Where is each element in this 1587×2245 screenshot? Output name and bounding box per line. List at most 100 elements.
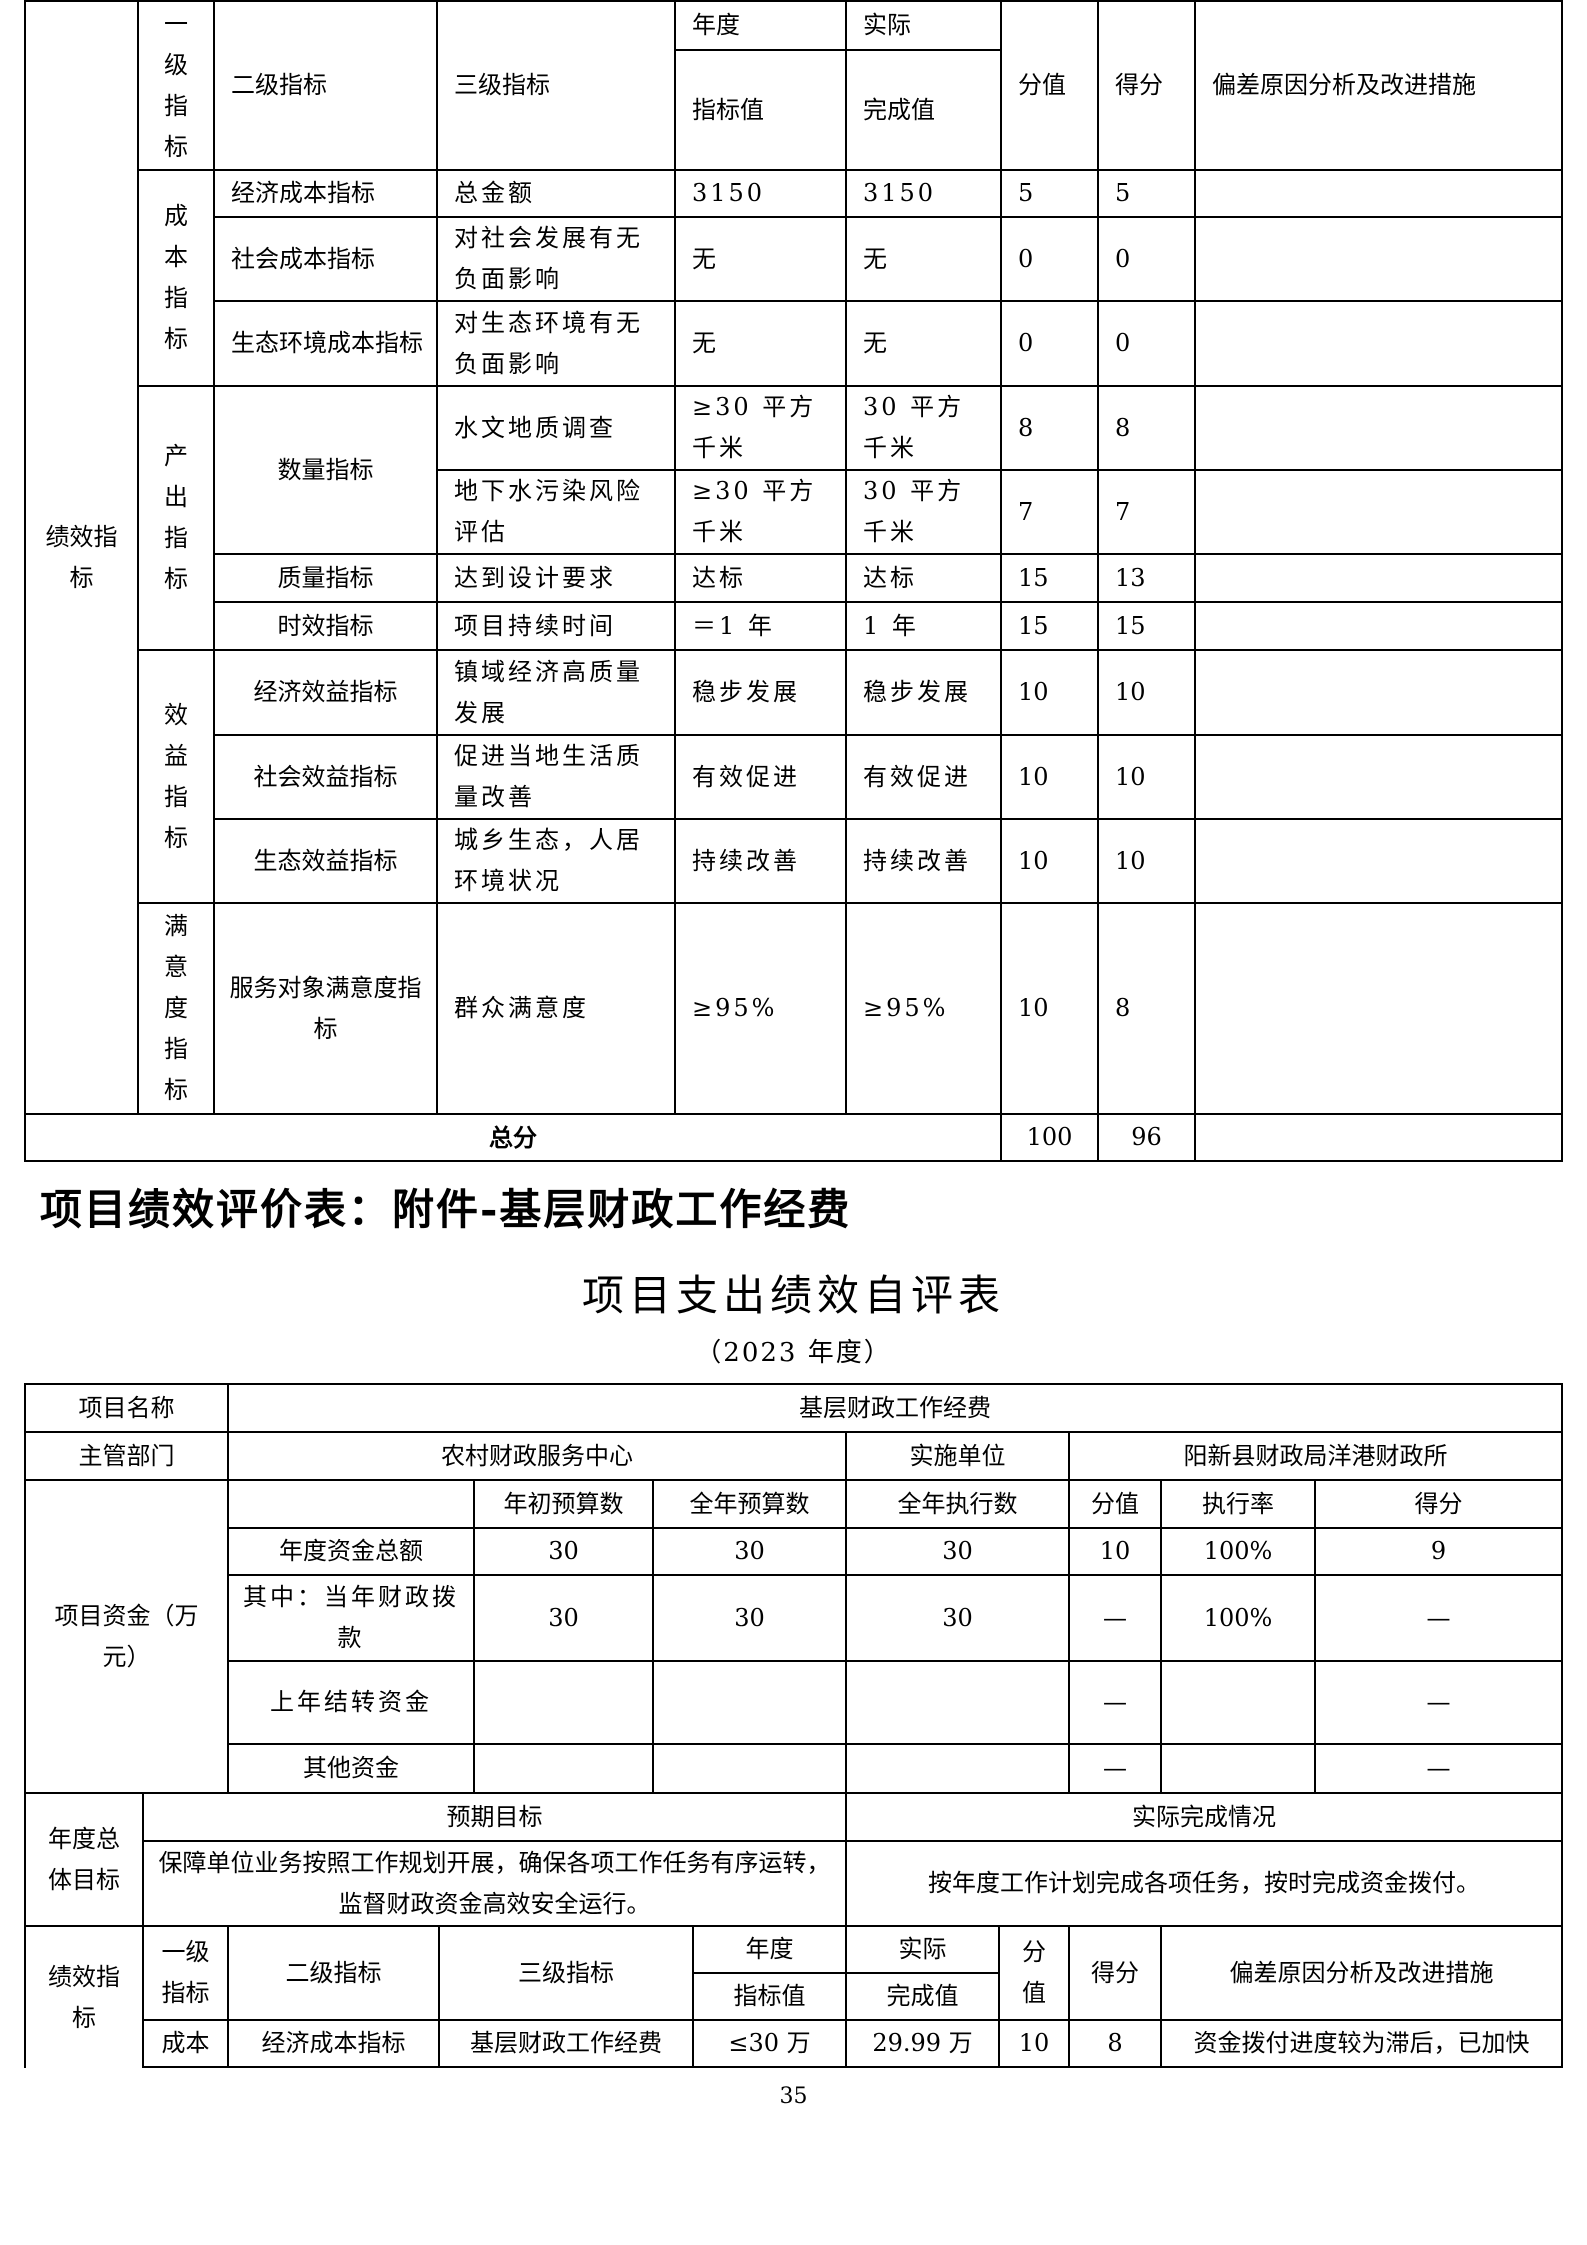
expected-label-text: 预期目标 bbox=[446, 1802, 543, 1831]
funds-cell bbox=[1160, 1660, 1316, 1745]
header-l3: 三级指标 bbox=[436, 0, 676, 171]
row-target: 无 bbox=[674, 300, 847, 387]
row-score-text: 0 bbox=[1115, 329, 1131, 357]
group-label: 产出指标 bbox=[137, 385, 215, 651]
row-done: 1 年 bbox=[845, 601, 1002, 651]
perf-row-l3-text: 基层财政工作经费 bbox=[470, 2029, 662, 2057]
perf-row-l1-text: 成本 bbox=[161, 2029, 210, 2057]
row-target-text: 达标 bbox=[692, 563, 746, 592]
funds-cell-text: 其他资金 bbox=[303, 1754, 399, 1782]
row-analysis bbox=[1194, 902, 1563, 1115]
project-name: 基层财政工作经费 bbox=[227, 1383, 1563, 1433]
row-score-value: 15 bbox=[1000, 601, 1099, 651]
row-done: 达标 bbox=[845, 553, 1002, 603]
row-score-text: 5 bbox=[1115, 179, 1131, 207]
row-l3: 促进当地生活质量改善 bbox=[436, 734, 676, 820]
perf-header-l2-text: 二级指标 bbox=[285, 1958, 382, 1987]
header-year: 年度 bbox=[674, 0, 847, 51]
row-target: 3150 bbox=[674, 169, 847, 218]
impl-label: 实施单位 bbox=[845, 1431, 1070, 1481]
perf-header-actual-text: 实际 bbox=[898, 1935, 947, 1963]
row-target-text: 3150 bbox=[692, 179, 766, 207]
row-l2-text: 经济效益指标 bbox=[253, 678, 398, 706]
row-score-text: 13 bbox=[1115, 563, 1146, 592]
funds-cell-text: 10 bbox=[1099, 1537, 1131, 1565]
header-target: 指标值 bbox=[674, 49, 847, 171]
row-l2: 经济成本指标 bbox=[213, 169, 438, 218]
header-done: 完成值 bbox=[845, 49, 1002, 171]
row-l2: 生态环境成本指标 bbox=[213, 300, 438, 387]
funds-cell: 其他资金 bbox=[227, 1743, 475, 1794]
row-l3: 对生态环境有无负面影响 bbox=[436, 300, 676, 387]
row-target: 有效促进 bbox=[674, 734, 847, 820]
group-label-text: 满意度指标 bbox=[164, 912, 188, 1104]
row-done: 30 平方千米 bbox=[845, 469, 1002, 555]
row-l3-text: 群众满意度 bbox=[454, 994, 589, 1022]
row-l2-text: 质量指标 bbox=[277, 563, 374, 592]
actual-completion-text: 按年度工作计划完成各项任务，按时完成资金拨付。 bbox=[928, 1869, 1480, 1897]
perf-row-l2: 经济成本指标 bbox=[227, 2019, 440, 2068]
funds-header-cell-text: 全年预算数 bbox=[689, 1489, 810, 1518]
row-l3-text: 对社会发展有无负面影响 bbox=[454, 224, 643, 293]
total-score-value-text: 100 bbox=[1026, 1123, 1073, 1151]
funds-cell-text: 年度资金总额 bbox=[279, 1537, 423, 1565]
row-analysis bbox=[1194, 169, 1563, 218]
funds-cell: 30 bbox=[652, 1527, 847, 1576]
row-score-value: 0 bbox=[1000, 216, 1099, 302]
perf-header-actual: 实际 bbox=[845, 1925, 1000, 1974]
funds-header-cell: 全年预算数 bbox=[652, 1479, 847, 1529]
row-score-value-text: 15 bbox=[1018, 563, 1049, 592]
row-score-text: 0 bbox=[1115, 244, 1131, 273]
row-score-value-text: 10 bbox=[1018, 994, 1049, 1022]
row-target: 稳步发展 bbox=[674, 649, 847, 736]
funds-cell-text: — bbox=[1103, 1688, 1127, 1716]
row-l2: 社会成本指标 bbox=[213, 216, 438, 302]
row-score-value-text: 10 bbox=[1018, 678, 1049, 706]
name-label: 项目名称 bbox=[24, 1383, 229, 1433]
perf-row-score: 8 bbox=[1068, 2019, 1162, 2068]
funds-cell-text: — bbox=[1426, 1688, 1451, 1716]
row-l3-text: 城乡生态，人居环境状况 bbox=[454, 826, 643, 895]
funds-cell-text: 100% bbox=[1203, 1603, 1273, 1632]
funds-cell: 30 bbox=[652, 1574, 847, 1662]
row-analysis bbox=[1194, 385, 1563, 471]
funds-cell bbox=[1160, 1743, 1316, 1794]
row-done-text: 稳步发展 bbox=[863, 678, 971, 706]
perf-label: 绩效指标 bbox=[24, 1925, 144, 2068]
row-done: 稳步发展 bbox=[845, 649, 1002, 736]
row-score-text: 15 bbox=[1115, 611, 1146, 640]
row-l2: 时效指标 bbox=[213, 601, 438, 651]
row-score-value: 10 bbox=[1000, 818, 1099, 904]
row-target: ≥95% bbox=[674, 902, 847, 1115]
header-score-text: 得分 bbox=[1115, 71, 1163, 99]
funds-cell bbox=[473, 1660, 654, 1745]
row-target: ≥30 平方千米 bbox=[674, 385, 847, 471]
row-target-text: 稳步发展 bbox=[692, 678, 800, 706]
row-score: 5 bbox=[1097, 169, 1196, 218]
funds-cell: — bbox=[1314, 1660, 1563, 1745]
row-analysis bbox=[1194, 553, 1563, 603]
goal-label-text: 年度总体目标 bbox=[48, 1824, 120, 1894]
row-target: 达标 bbox=[674, 553, 847, 603]
row-l3-text: 地下水污染风险评估 bbox=[454, 477, 643, 546]
row-l2-text: 社会效益指标 bbox=[253, 762, 398, 791]
perf-header-l2: 二级指标 bbox=[227, 1925, 440, 2021]
funds-cell: 年度资金总额 bbox=[227, 1527, 475, 1576]
row-done-text: 有效促进 bbox=[863, 762, 971, 791]
expected-goal-text: 保障单位业务按照工作规划开展，确保各项工作任务有序运转，监督财政资金高效安全运行… bbox=[158, 1848, 831, 1918]
funds-header-cell: 得分 bbox=[1314, 1479, 1563, 1529]
perf-row-analysis: 资金拨付进度较为滞后，已加快 bbox=[1160, 2019, 1563, 2068]
row-analysis bbox=[1194, 469, 1563, 555]
row-done: 有效促进 bbox=[845, 734, 1002, 820]
table-year: （2023 年度） bbox=[695, 1338, 892, 1368]
funds-cell: 30 bbox=[845, 1574, 1070, 1662]
perf-header-analysis-text: 偏差原因分析及改进措施 bbox=[1229, 1958, 1494, 1987]
row-score-text: 10 bbox=[1115, 762, 1146, 791]
header-score-value-text: 分值 bbox=[1018, 71, 1066, 99]
group-label: 成本指标 bbox=[137, 169, 215, 387]
row-target-text: ＝1 年 bbox=[692, 611, 775, 640]
row-target: ＝1 年 bbox=[674, 601, 847, 651]
row-score: 8 bbox=[1097, 902, 1196, 1115]
row-l3-text: 促进当地生活质量改善 bbox=[454, 742, 643, 811]
expected-goal: 保障单位业务按照工作规划开展，确保各项工作任务有序运转，监督财政资金高效安全运行… bbox=[142, 1840, 847, 1927]
